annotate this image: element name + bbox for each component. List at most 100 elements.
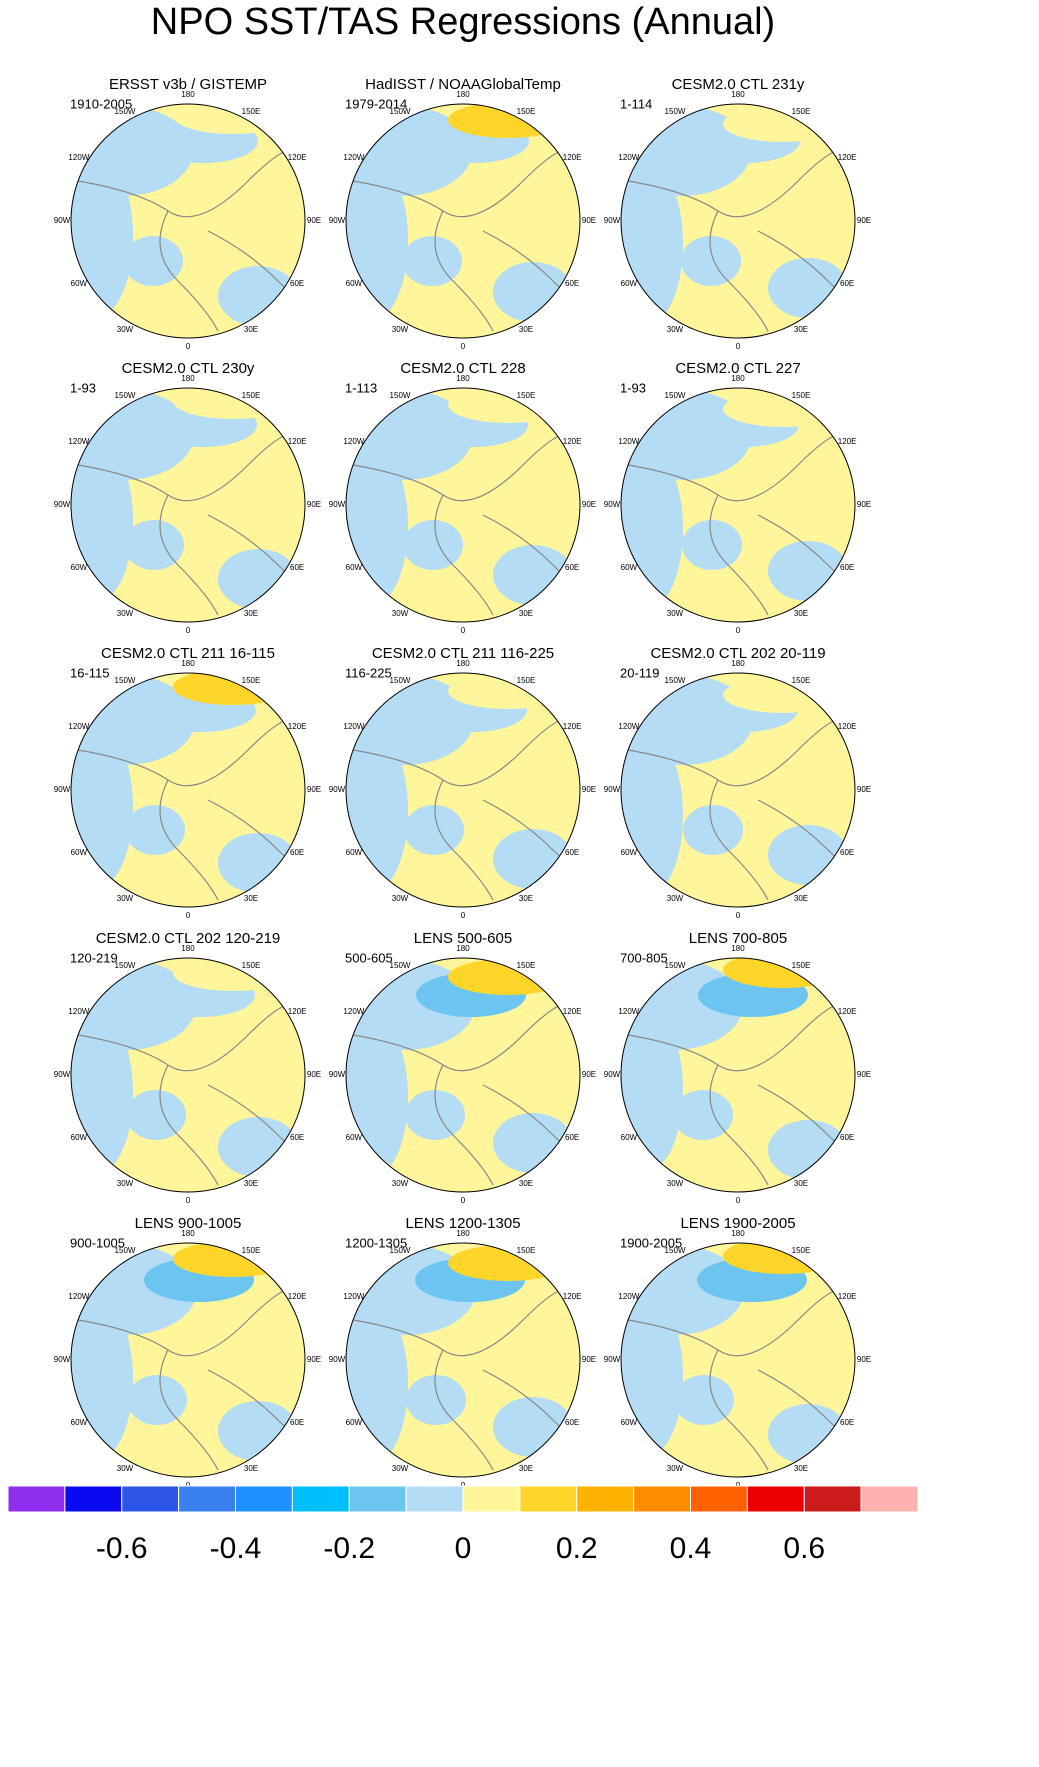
panel-title: CESM2.0 CTL 202 20-119 (650, 645, 825, 662)
longitude-label: 60W (621, 848, 638, 857)
longitude-label: 120W (343, 722, 364, 731)
longitude-label: 180 (456, 944, 470, 953)
field-region (71, 727, 133, 887)
map-panel: CESM2.0 CTL 211 16-115 16-115 180 150E 120E 9… (54, 645, 321, 920)
longitude-label: 150E (242, 1246, 261, 1255)
longitude-label: 30W (392, 894, 409, 903)
panel-period: 120-219 (70, 950, 118, 965)
map-border (70, 387, 306, 623)
longitude-label: 150E (242, 107, 261, 116)
map-border (345, 103, 581, 339)
longitude-label: 60W (621, 563, 638, 572)
longitude-label: 120E (838, 722, 857, 731)
longitude-label: 0 (186, 1196, 191, 1205)
longitude-label: 60E (840, 848, 854, 857)
field-region (126, 1090, 186, 1140)
longitude-label: 30E (244, 325, 258, 334)
map-panel: CESM2.0 CTL 228 1-113 180 150E 120E 90E 60E 30E… (329, 360, 596, 635)
longitude-label: 60E (290, 848, 304, 857)
longitude-label: 30W (667, 1179, 684, 1188)
longitude-label: 150W (115, 676, 136, 685)
longitude-label: 120W (68, 722, 89, 731)
longitude-label: 90E (857, 1070, 871, 1079)
longitude-label: 60E (290, 1418, 304, 1427)
longitude-label: 90E (307, 785, 321, 794)
longitude-label: 180 (181, 659, 195, 668)
field-region (621, 1010, 683, 1170)
longitude-label: 0 (736, 626, 741, 635)
colorbar-cell (7, 1485, 66, 1513)
colorbar-cell (405, 1485, 464, 1513)
panel-title: ERSST v3b / GISTEMP (109, 76, 267, 93)
figure-title: NPO SST/TAS Regressions (Annual) (151, 1, 775, 43)
colorbar-cell (121, 1485, 180, 1513)
field-region (218, 266, 298, 326)
field-region (448, 104, 568, 138)
longitude-label: 120E (563, 722, 582, 731)
longitude-label: 150W (390, 961, 411, 970)
longitude-label: 60W (346, 1133, 363, 1142)
field-region (71, 441, 133, 601)
longitude-label: 60W (346, 848, 363, 857)
map-border (345, 1242, 581, 1478)
longitude-label: 30W (392, 1464, 409, 1473)
longitude-label: 150W (115, 1246, 136, 1255)
longitude-label: 60W (71, 1418, 88, 1427)
longitude-label: 180 (731, 374, 745, 383)
longitude-label: 30E (519, 325, 533, 334)
colorbar-tick-label: -0.2 (323, 1532, 375, 1565)
longitude-label: 60W (621, 279, 638, 288)
field-region (403, 520, 463, 570)
longitude-label: 120E (563, 153, 582, 162)
panel-period: 1-93 (620, 380, 646, 395)
longitude-label: 150E (792, 107, 811, 116)
longitude-label: 30W (392, 1179, 409, 1188)
map-border (70, 672, 306, 908)
longitude-label: 90W (604, 1070, 621, 1079)
longitude-label: 150E (242, 961, 261, 970)
field-region (768, 258, 848, 318)
longitude-label: 120E (838, 1007, 857, 1016)
longitude-label: 150E (517, 107, 536, 116)
panel-period: 1910-2005 (70, 96, 132, 111)
longitude-label: 180 (456, 374, 470, 383)
map-panel: LENS 1200-1305 1200-1305 180 150E 120E 90E 60E… (329, 1215, 596, 1490)
field-region (173, 104, 293, 134)
longitude-label: 90E (307, 1355, 321, 1364)
longitude-label: 180 (456, 659, 470, 668)
longitude-label: 90E (582, 785, 596, 794)
longitude-label: 150W (390, 1246, 411, 1255)
field-region (493, 829, 573, 889)
longitude-label: 30E (794, 325, 808, 334)
longitude-label: 60E (565, 1418, 579, 1427)
field-region (493, 1397, 573, 1457)
longitude-label: 90E (857, 216, 871, 225)
panel-period: 1-114 (620, 96, 652, 111)
longitude-label: 30E (244, 894, 258, 903)
coastline (159, 494, 219, 616)
longitude-label: 60E (290, 279, 304, 288)
field-region (448, 388, 568, 423)
longitude-label: 0 (461, 911, 466, 920)
longitude-label: 90W (54, 1070, 71, 1079)
coastline (434, 210, 494, 332)
longitude-label: 30W (392, 325, 409, 334)
field-region (173, 673, 293, 705)
longitude-label: 120W (618, 437, 639, 446)
panel-period: 900-1005 (70, 1235, 125, 1250)
longitude-label: 0 (461, 1196, 466, 1205)
map-panel: ERSST v3b / GISTEMP 1910-2005 180 150E 120E 9… (54, 76, 321, 351)
panel-period: 1200-1305 (345, 1235, 407, 1250)
field-region (674, 1375, 734, 1425)
longitude-label: 90W (604, 785, 621, 794)
longitude-label: 60E (565, 563, 579, 572)
longitude-label: 150W (665, 1246, 686, 1255)
longitude-label: 60E (290, 563, 304, 572)
panel-title: CESM2.0 CTL 202 120-219 (96, 930, 281, 947)
panel-title: CESM2.0 CTL 228 (400, 360, 525, 377)
field-region (768, 541, 848, 601)
longitude-label: 60W (346, 279, 363, 288)
map-panel: CESM2.0 CTL 231y 1-114 180 150E 120E 90E 60E 30… (604, 76, 871, 351)
map-border (620, 103, 856, 339)
map-panel: LENS 700-805 700-805 180 150E 120E 90E 60E 30E 0… (604, 930, 871, 1205)
